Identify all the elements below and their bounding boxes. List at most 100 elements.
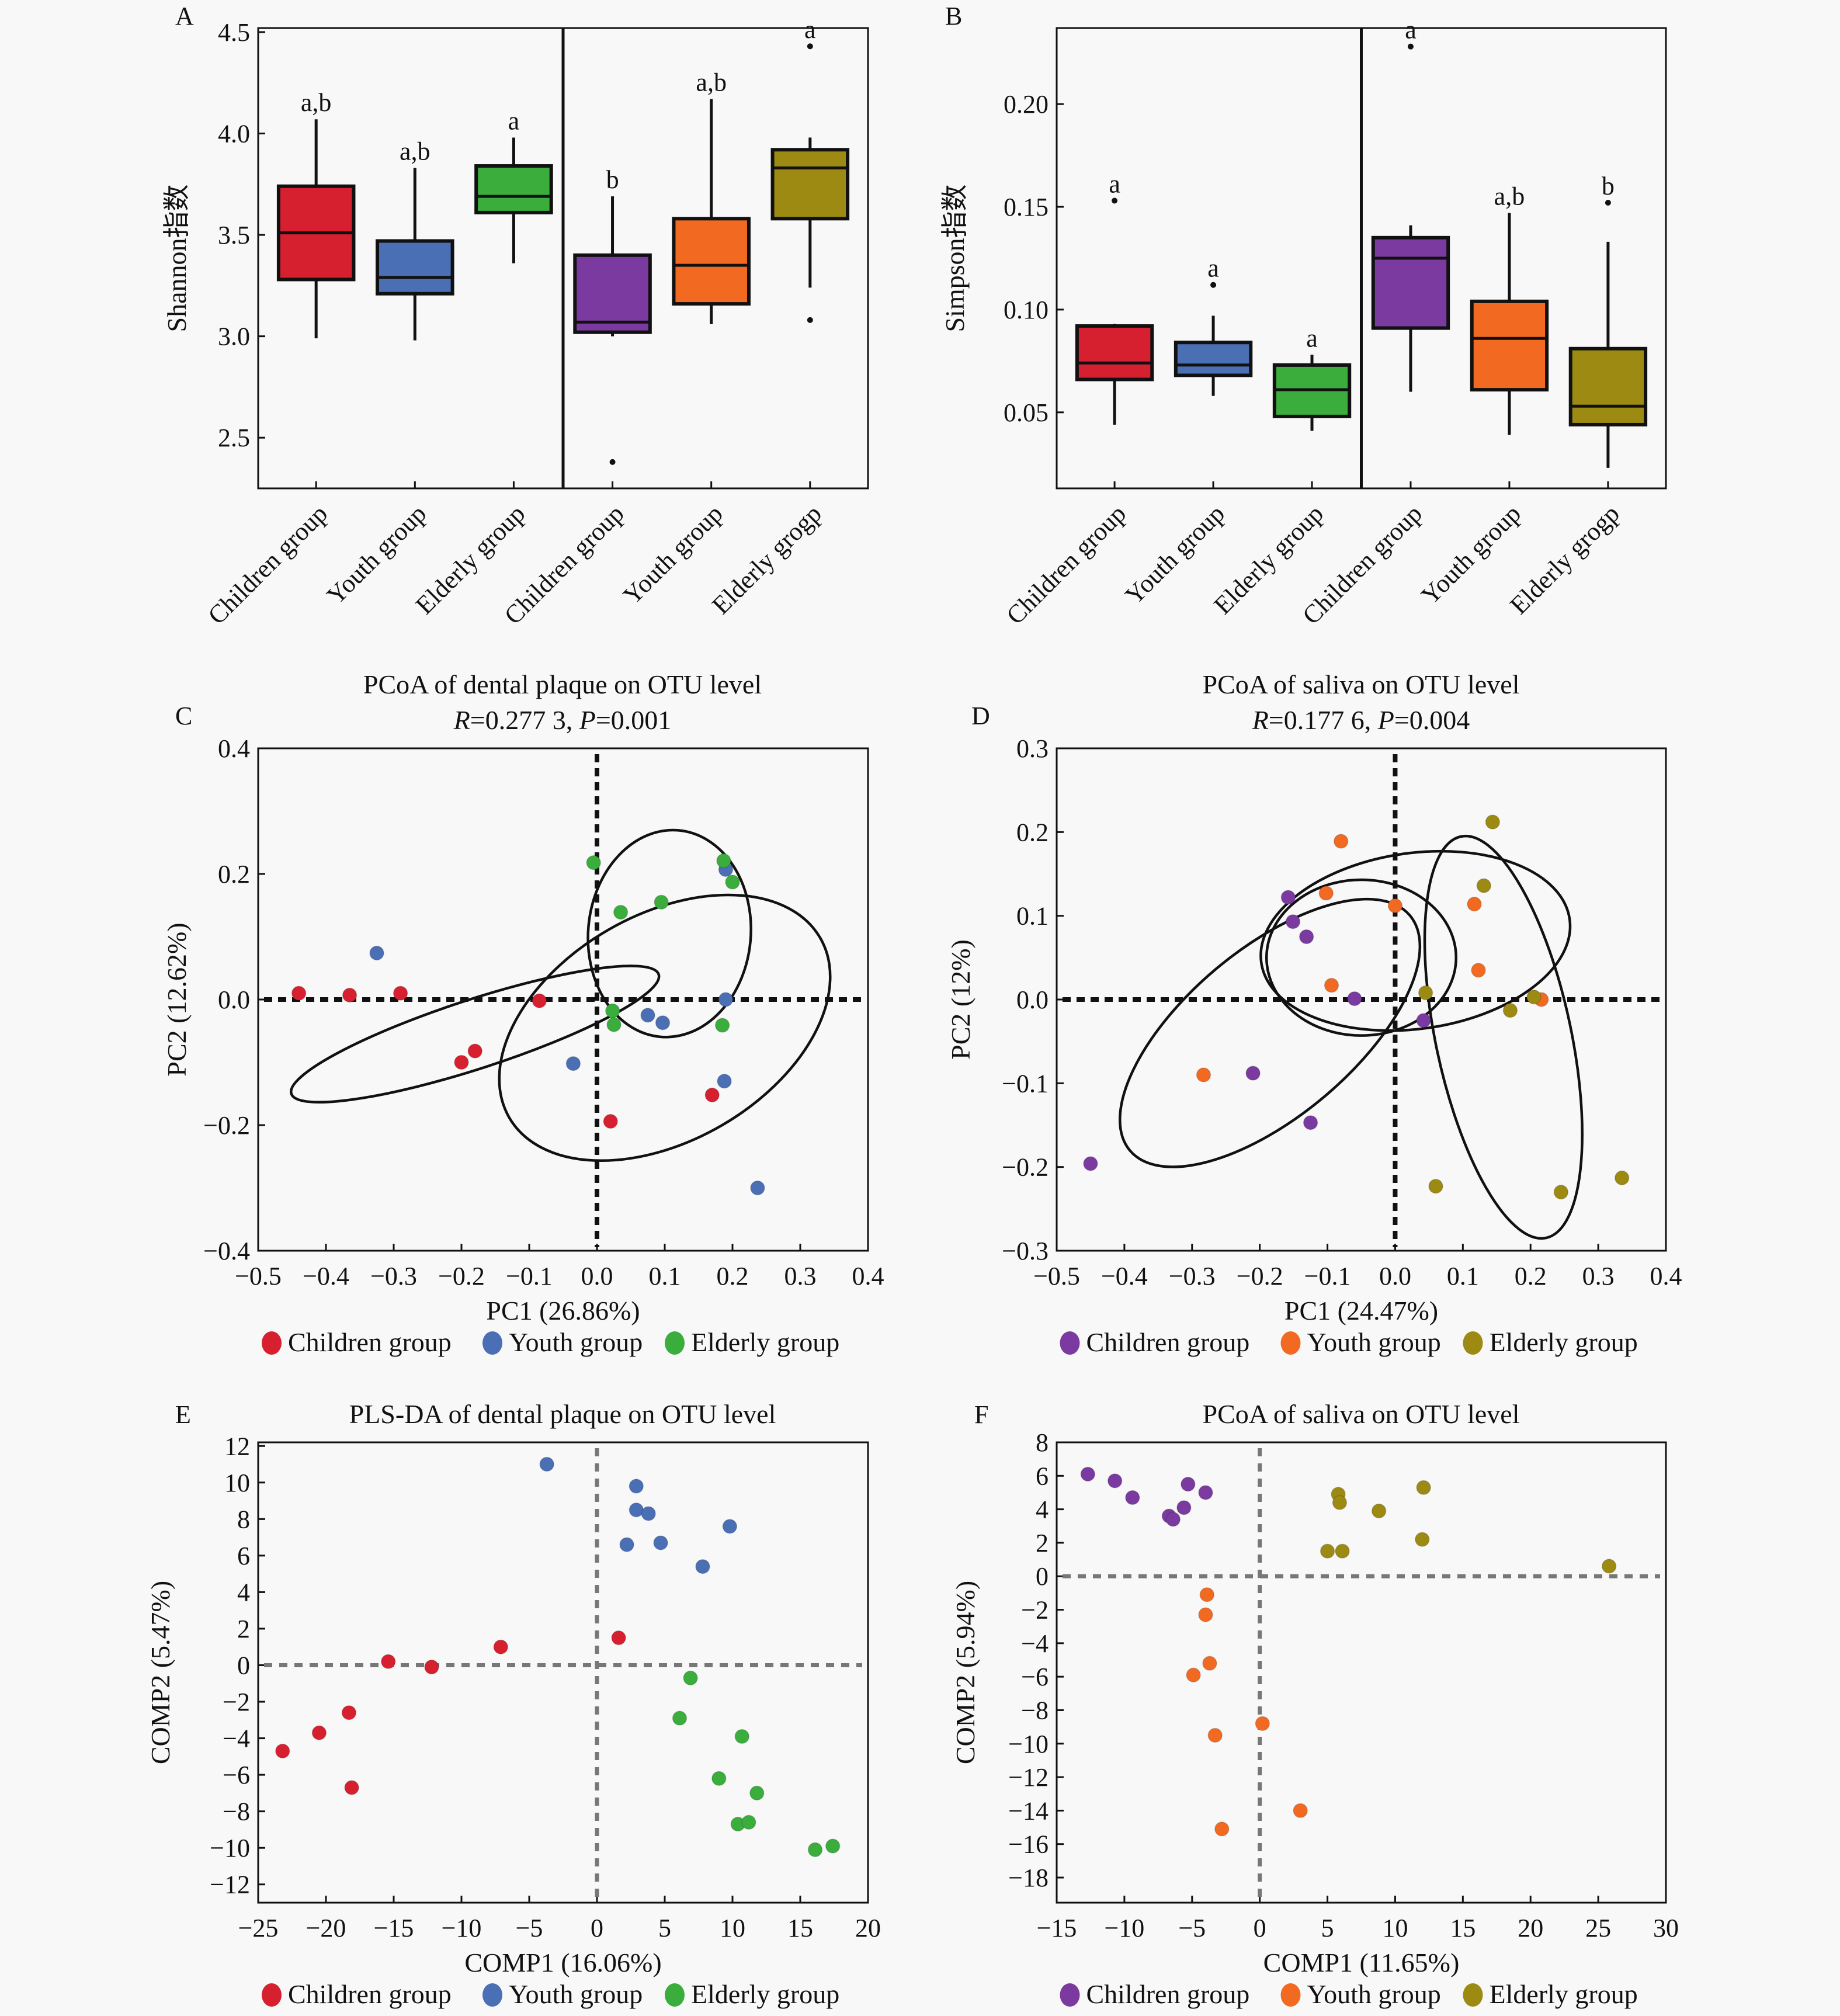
y-tick-label: 0.15	[1004, 193, 1049, 221]
x-tick-label: 15	[1450, 1914, 1476, 1942]
y-tick-label: 0.2	[218, 860, 250, 889]
y-tick-label: 2	[1036, 1529, 1049, 1557]
x-tick-label: −0.4	[303, 1262, 349, 1290]
legend: Children group Youth group Elderly group	[1060, 1327, 1638, 1357]
legend-marker	[1060, 1331, 1080, 1355]
x-tick-label: 0	[591, 1914, 603, 1942]
y-axis-title: COMP2 (5.94%)	[950, 1581, 980, 1764]
legend-item: Youth group	[1280, 1979, 1441, 2009]
x-tick-label: 25	[1585, 1914, 1611, 1942]
panel-title: PCoA of dental plaque on OTU level	[363, 669, 762, 699]
y-tick-label: 0	[237, 1651, 250, 1680]
data-point	[1245, 1066, 1261, 1081]
x-tick-label: 0	[1254, 1914, 1266, 1942]
data-point	[1285, 914, 1301, 929]
data-point	[1186, 1667, 1201, 1683]
data-point	[1303, 1115, 1318, 1130]
legend-label: Elderly group	[691, 1327, 839, 1357]
x-tick-label: 0.4	[852, 1262, 884, 1290]
series-children-group	[291, 986, 720, 1129]
series-elderly-group	[672, 1670, 841, 1858]
x-tick-label: 0.3	[1582, 1262, 1615, 1290]
data-point	[342, 987, 357, 1003]
y-tick-label: −0.2	[1002, 1153, 1049, 1182]
significance-label: a,b	[696, 68, 727, 96]
data-point	[611, 1630, 626, 1646]
data-point	[1198, 1485, 1213, 1500]
y-tick-label: 4	[237, 1578, 250, 1606]
x-tick-label: 30	[1653, 1914, 1679, 1942]
y-tick-label: 4	[1036, 1495, 1049, 1524]
data-point	[619, 1537, 634, 1552]
data-point	[725, 875, 740, 890]
data-point	[341, 1705, 357, 1720]
legend-item: Youth group	[482, 1327, 643, 1357]
panel-f-plsda-saliva: F PCoA of saliva on OTU level −18−16−14−…	[950, 1399, 1679, 2009]
outlier-point	[609, 459, 616, 465]
data-point	[1165, 1512, 1181, 1527]
data-point	[1080, 1466, 1096, 1482]
data-point	[1335, 1543, 1350, 1559]
data-point	[393, 986, 408, 1001]
x-tick-label: 5	[1321, 1914, 1334, 1942]
legend-marker	[482, 1331, 502, 1355]
data-point	[1125, 1490, 1140, 1505]
y-tick-label: 6	[237, 1542, 250, 1570]
legend-item: Children group	[262, 1979, 452, 2009]
iqr-box	[770, 148, 850, 221]
y-tick-label: −8	[223, 1798, 250, 1826]
legend-item: Children group	[262, 1327, 452, 1357]
data-point	[1202, 1656, 1217, 1671]
data-point	[654, 894, 669, 910]
legend-label: Children group	[1086, 1327, 1250, 1357]
significance-label: a	[804, 15, 816, 44]
y-tick-label: −2	[1021, 1596, 1049, 1625]
data-point	[717, 1074, 732, 1089]
data-point	[672, 1710, 688, 1726]
data-point	[653, 1535, 668, 1550]
data-point	[532, 993, 547, 1008]
significance-label: a	[1306, 324, 1318, 352]
series-youth-group	[369, 862, 765, 1196]
legend-marker	[1280, 1983, 1301, 2007]
r-label: R	[453, 705, 470, 735]
y-tick-label: 4.5	[218, 18, 250, 47]
y-tick-label: −14	[1008, 1796, 1049, 1825]
data-point	[683, 1670, 698, 1686]
box-5: b	[1568, 172, 1648, 468]
y-tick-label: 3.5	[218, 221, 250, 249]
y-tick-label: 0.2	[1016, 818, 1049, 846]
y-tick-label: −6	[223, 1761, 250, 1789]
data-point	[493, 1639, 509, 1654]
x-tick-label: 20	[1518, 1914, 1543, 1942]
y-tick-label: −4	[1021, 1629, 1049, 1658]
y-tick-label: 12	[224, 1432, 250, 1460]
data-point	[1207, 1727, 1223, 1743]
series-children-group	[275, 1630, 626, 1795]
x-tick-label: −10	[1104, 1914, 1144, 1942]
data-point	[640, 1008, 655, 1023]
y-tick-label: 0.20	[1004, 90, 1049, 119]
r-value: =0.277 3,	[470, 705, 579, 735]
x-tick-label: −5	[516, 1914, 543, 1942]
y-axis-title: PC2 (12%)	[946, 939, 975, 1060]
iqr-box	[376, 239, 454, 296]
legend: Children group Youth group Elderly group	[262, 1327, 839, 1357]
y-tick-label: −0.2	[203, 1111, 250, 1140]
data-point	[344, 1780, 359, 1795]
data-point	[454, 1054, 469, 1070]
data-point	[1299, 929, 1314, 945]
data-point	[1553, 1184, 1569, 1200]
series-children-group	[1080, 1466, 1213, 1527]
y-tick-label: 0.4	[218, 734, 250, 763]
y-tick-label: 0.1	[1016, 902, 1049, 931]
outlier-point	[1407, 43, 1414, 50]
iqr-box	[672, 217, 751, 306]
data-point	[1471, 963, 1486, 978]
legend-marker	[482, 1983, 502, 2007]
legend-marker	[665, 1983, 685, 2007]
panel-c-pcoa-plaque: C PCoA of dental plaque on OTU level R=0…	[162, 669, 884, 1357]
plot-area: −18 −16 −14 −12 −10 −8 −6 −4 −2 0 2 4 6 8 COMP2 (5.94%…	[950, 1428, 1679, 2009]
panel-subtitle: R=0.177 6, P=0.004	[1252, 705, 1470, 735]
